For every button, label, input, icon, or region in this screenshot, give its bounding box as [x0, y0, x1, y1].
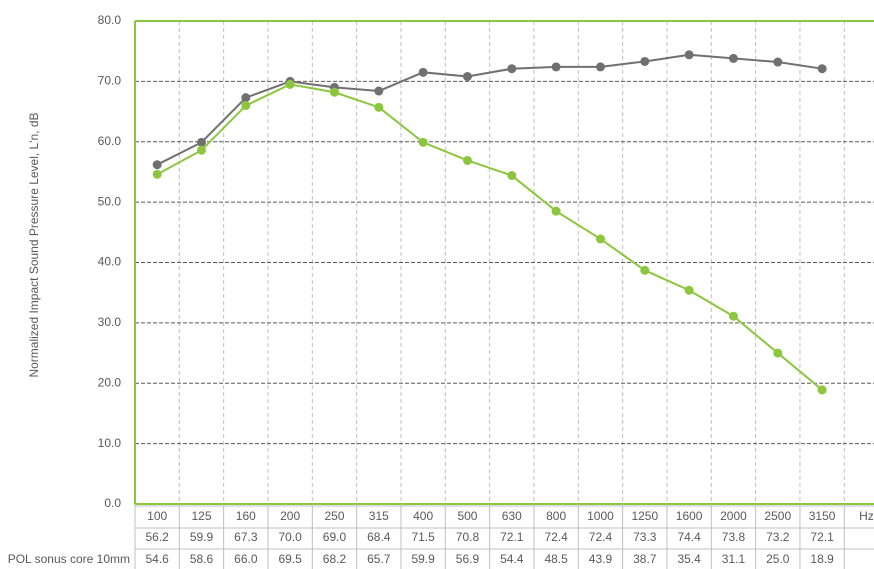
value-label: 69.5 [278, 552, 302, 566]
data-point [152, 160, 162, 170]
x-tick-label: 3150 [809, 509, 836, 523]
series-name: POL sonus core 10mm [8, 552, 130, 566]
x-tick-label: 100 [147, 509, 167, 523]
data-point [196, 137, 206, 147]
value-label: 67.3 [234, 530, 258, 544]
x-tick-label: 160 [236, 509, 256, 523]
value-label: 69.0 [323, 530, 347, 544]
y-tick-label: 60.0 [98, 134, 122, 148]
data-point [462, 155, 472, 165]
value-label: 54.6 [145, 552, 169, 566]
data-point [728, 53, 738, 63]
x-tick-label: 2500 [764, 509, 791, 523]
value-label: 38.7 [633, 552, 657, 566]
value-label: 72.4 [589, 530, 613, 544]
value-label: 74.4 [677, 530, 701, 544]
data-point [196, 145, 206, 155]
x-tick-label: 1250 [631, 509, 658, 523]
data-point [329, 87, 339, 97]
data-point [817, 64, 827, 74]
data-point [507, 64, 517, 74]
data-point [551, 62, 561, 72]
y-tick-label: 0.0 [104, 496, 121, 510]
data-point [507, 171, 517, 181]
value-label: 58.6 [190, 552, 214, 566]
data-point [241, 101, 251, 111]
value-label: 59.9 [411, 552, 435, 566]
y-tick-label: 50.0 [98, 194, 122, 208]
value-label: 56.9 [456, 552, 480, 566]
value-label: 54.4 [500, 552, 524, 566]
value-label: 72.1 [500, 530, 524, 544]
data-point [728, 311, 738, 321]
y-tick-label: 30.0 [98, 315, 122, 329]
data-point [684, 285, 694, 295]
value-label: 43.9 [589, 552, 613, 566]
x-tick-label: 800 [546, 509, 566, 523]
data-point [462, 72, 472, 82]
value-label: 48.5 [544, 552, 568, 566]
value-label: 73.3 [633, 530, 657, 544]
value-label: 73.2 [766, 530, 790, 544]
data-point [285, 79, 295, 89]
y-axis-label: Normalized Impact Sound Pressure Level, … [27, 112, 41, 377]
value-label: 18.9 [810, 552, 834, 566]
data-point [418, 137, 428, 147]
x-tick-label: 125 [191, 509, 211, 523]
data-point [551, 206, 561, 216]
x-tick-label: 630 [502, 509, 522, 523]
x-tick-label: 315 [369, 509, 389, 523]
y-tick-label: 40.0 [98, 255, 122, 269]
data-point [595, 62, 605, 72]
data-point [640, 265, 650, 275]
value-label: 73.8 [722, 530, 746, 544]
y-tick-label: 80.0 [98, 13, 122, 27]
x-tick-label: 1600 [676, 509, 703, 523]
data-point [595, 234, 605, 244]
data-point [773, 57, 783, 67]
value-label: 65.7 [367, 552, 391, 566]
value-label: 70.0 [278, 530, 302, 544]
value-label: 66.0 [234, 552, 258, 566]
data-point [374, 102, 384, 112]
value-label: 70.8 [456, 530, 480, 544]
value-label: 25.0 [766, 552, 790, 566]
value-label: 72.4 [544, 530, 568, 544]
value-label: 59.9 [190, 530, 214, 544]
value-label: 31.1 [722, 552, 746, 566]
data-point [152, 169, 162, 179]
data-point [684, 50, 694, 60]
data-point [773, 348, 783, 358]
value-label: 56.2 [145, 530, 169, 544]
data-point [418, 67, 428, 77]
x-tick-label: 200 [280, 509, 300, 523]
x-tick-label: 250 [324, 509, 344, 523]
data-point [241, 93, 251, 103]
value-label: 71.5 [411, 530, 435, 544]
value-label: 72.1 [810, 530, 834, 544]
y-tick-label: 70.0 [98, 74, 122, 88]
value-label: 68.2 [323, 552, 347, 566]
data-point [640, 56, 650, 66]
data-point [817, 385, 827, 395]
y-tick-label: 20.0 [98, 375, 122, 389]
x-tick-label: 500 [457, 509, 477, 523]
series-line [156, 53, 823, 166]
value-label: 68.4 [367, 530, 391, 544]
value-label: 35.4 [677, 552, 701, 566]
x-unit: Hz [859, 509, 874, 523]
x-tick-label: 400 [413, 509, 433, 523]
series-line [156, 83, 823, 391]
data-point [374, 86, 384, 96]
x-tick-label: 1000 [587, 509, 614, 523]
x-tick-label: 2000 [720, 509, 747, 523]
y-tick-label: 10.0 [98, 436, 122, 450]
